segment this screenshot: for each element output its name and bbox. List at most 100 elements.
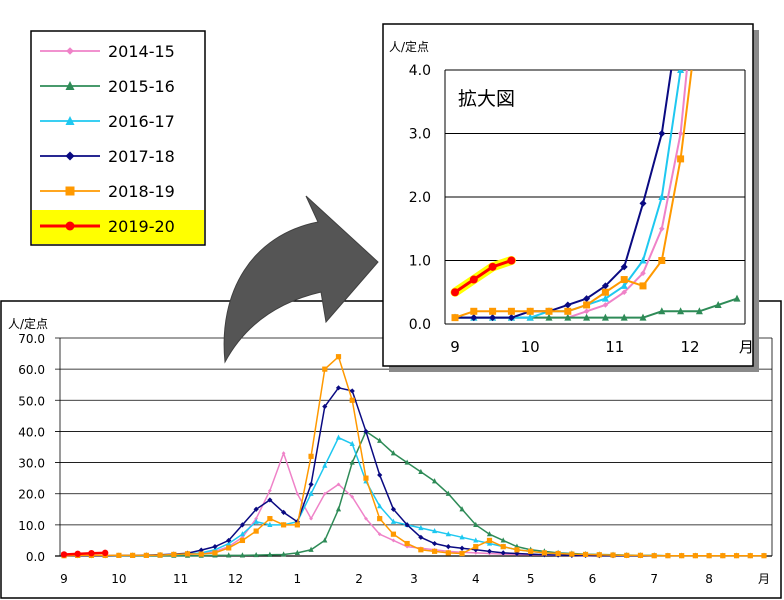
main-series-2019-20 — [60, 549, 109, 558]
main-data-point — [610, 552, 616, 558]
main-data-point — [431, 540, 438, 547]
inset-data-point — [620, 276, 628, 284]
inset-y-tick-label: 4.0 — [409, 63, 431, 79]
main-data-point — [322, 462, 328, 468]
inset-data-point — [658, 257, 666, 264]
main-y-tick-label: 70.0 — [18, 332, 45, 346]
inset-data-point — [659, 225, 665, 232]
main-data-point — [322, 491, 327, 496]
main-data-point — [295, 491, 300, 496]
inset-title: 拡大図 — [458, 88, 515, 110]
inset-data-point — [696, 3, 703, 10]
inset-data-point — [621, 289, 627, 296]
inset-chart: 人/定点 0.0 1.0 2.0 3.0 4.0 9 10 11 12 月 拡大図 — [382, 3, 759, 372]
main-x-tick-label: 10 — [111, 572, 126, 586]
main-data-point — [239, 531, 246, 537]
main-series-line — [63, 355, 764, 557]
inset-data-point — [639, 313, 647, 321]
inset-x-tick-label: 11 — [605, 338, 624, 356]
main-data-point — [431, 478, 438, 484]
main-data-point — [308, 481, 314, 487]
main-data-point — [253, 506, 259, 512]
main-data-point — [486, 531, 493, 537]
main-data-point — [500, 537, 506, 543]
legend-item-2014-15: 2014-15 — [40, 42, 175, 61]
main-data-point — [349, 397, 355, 403]
legend-frame — [30, 30, 206, 246]
main-data-point — [281, 451, 286, 456]
inset-data-point — [489, 307, 497, 315]
main-series-2018-19 — [61, 354, 767, 559]
main-series-group — [60, 354, 767, 559]
inset-data-point — [564, 313, 572, 321]
main-data-point — [239, 537, 246, 544]
main-x-tick-label: 4 — [472, 572, 480, 586]
legend-item-2015-16: 2015-16 — [40, 77, 175, 96]
main-data-point — [322, 403, 328, 410]
main-data-point — [226, 537, 232, 544]
inset-y-tick-labels: 0.0 1.0 2.0 3.0 4.0 — [409, 63, 431, 333]
inset-data-point — [601, 282, 609, 290]
inset-data-point — [677, 130, 684, 137]
main-x-tick-label: 2 — [355, 572, 363, 586]
inset-x-tick-labels: 9 10 11 12 月 — [450, 338, 754, 356]
inset-data-point — [564, 307, 572, 315]
main-y-tick-label: 20.0 — [18, 488, 45, 502]
main-data-point — [377, 472, 383, 478]
main-data-point — [624, 552, 630, 558]
main-data-point — [445, 490, 451, 496]
main-data-point — [459, 545, 465, 551]
main-data-point — [212, 544, 218, 550]
inset-series-2018-19 — [451, 3, 703, 322]
legend-item-2018-19: 2018-19 — [40, 182, 175, 201]
inset-data-point — [583, 301, 591, 309]
main-x-tick-label: 6 — [589, 572, 597, 586]
main-data-point — [473, 521, 479, 527]
main-data-point — [391, 538, 396, 543]
main-data-point — [514, 547, 520, 553]
main-data-point — [116, 552, 122, 558]
main-data-point — [473, 537, 479, 543]
main-data-point — [404, 540, 410, 547]
inset-data-point — [583, 313, 591, 321]
main-data-point — [226, 552, 232, 558]
main-data-point — [679, 553, 685, 559]
main-data-point — [349, 459, 355, 465]
main-y-axis-label: 人/定点 — [8, 316, 48, 331]
main-data-point — [500, 550, 506, 556]
main-data-point — [281, 509, 287, 515]
main-y-tick-label: 10.0 — [18, 519, 45, 533]
inset-x-tick-label: 12 — [680, 338, 699, 356]
inset-x-tick-label: 9 — [450, 338, 460, 356]
main-data-point — [377, 437, 383, 443]
main-data-point — [335, 506, 342, 512]
inset-data-point — [583, 295, 591, 303]
main-data-point — [390, 531, 397, 537]
main-data-point — [363, 428, 369, 435]
main-data-point — [130, 552, 136, 558]
main-data-point — [226, 540, 232, 546]
legend-item-label: 2015-16 — [108, 77, 175, 96]
inset-data-point — [507, 307, 515, 315]
main-data-point — [747, 553, 753, 559]
main-data-point — [363, 475, 369, 481]
legend-swatch-marker — [65, 221, 75, 231]
arrow-icon — [223, 195, 379, 364]
main-data-point — [418, 468, 424, 475]
inset-data-point — [714, 300, 722, 308]
main-data-point — [445, 550, 451, 556]
main-data-point — [294, 549, 300, 555]
inset-x-tick-label: 月 — [739, 338, 754, 356]
main-data-point — [541, 550, 547, 556]
main-data-point — [637, 552, 644, 558]
legend-item-2019-20: 2019-20 — [40, 217, 175, 236]
main-data-point — [651, 553, 657, 559]
legend-item-2016-17: 2016-17 — [40, 112, 175, 131]
inset-data-point — [620, 263, 628, 271]
main-data-point — [143, 552, 149, 558]
main-data-point — [253, 528, 259, 534]
main-data-point — [101, 549, 109, 557]
main-data-point — [473, 550, 478, 555]
main-data-point — [184, 551, 191, 557]
main-data-point — [335, 434, 342, 440]
